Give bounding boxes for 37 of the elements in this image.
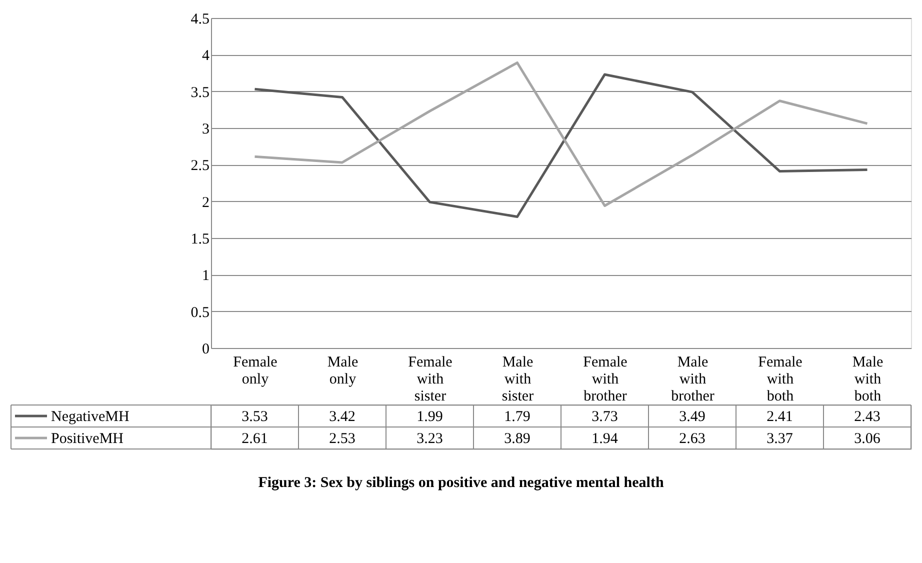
- data-label: 1.94: [592, 431, 618, 447]
- data-label: 3.37: [766, 431, 794, 447]
- data-label: 3.89: [504, 431, 530, 447]
- y-tick-label: 2.5: [190, 158, 210, 174]
- data-label: 3.53: [242, 409, 268, 425]
- y-tick-label: 0: [202, 342, 210, 358]
- y-tick-label: 4.5: [190, 12, 210, 28]
- y-tick-label: 1.5: [190, 232, 210, 248]
- data-label: 3.73: [592, 409, 618, 425]
- x-tick-label: Female with both: [758, 354, 803, 404]
- data-label: 2.63: [679, 431, 706, 447]
- data-label: 3.23: [416, 431, 443, 447]
- data-label: 2.41: [766, 409, 793, 425]
- data-label: 3.49: [679, 409, 706, 425]
- x-tick-label: Female only: [233, 354, 278, 388]
- data-label: 1.99: [416, 409, 443, 425]
- y-tick-label: 3: [202, 122, 210, 138]
- caption: Figure 3: Sex by siblings on positive and negative mental health: [258, 475, 664, 491]
- data-label: 2.43: [854, 409, 880, 425]
- y-tick-label: 2: [202, 194, 210, 211]
- data-label: 3.06: [854, 431, 881, 447]
- data-label: 1.79: [504, 409, 530, 425]
- x-tick-label: Male with both: [852, 354, 884, 404]
- x-tick-label: Female with brother: [583, 354, 628, 404]
- x-tick-label: Male with sister: [502, 354, 534, 404]
- x-tick-label: Female with sister: [408, 354, 453, 404]
- x-tick-label: Male only: [327, 354, 358, 388]
- legend-label: NegativeMH: [51, 409, 130, 425]
- legend-label: PositiveMH: [51, 431, 124, 447]
- y-tick-label: 4: [202, 48, 210, 64]
- y-tick-label: 0.5: [190, 304, 210, 321]
- data-label: 2.53: [329, 431, 356, 447]
- data-label: 3.42: [329, 409, 356, 425]
- data-label: 2.61: [242, 431, 268, 447]
- y-tick-label: 1: [202, 268, 210, 284]
- y-tick-label: 3.5: [190, 84, 210, 101]
- x-tick-label: Male with brother: [671, 354, 714, 404]
